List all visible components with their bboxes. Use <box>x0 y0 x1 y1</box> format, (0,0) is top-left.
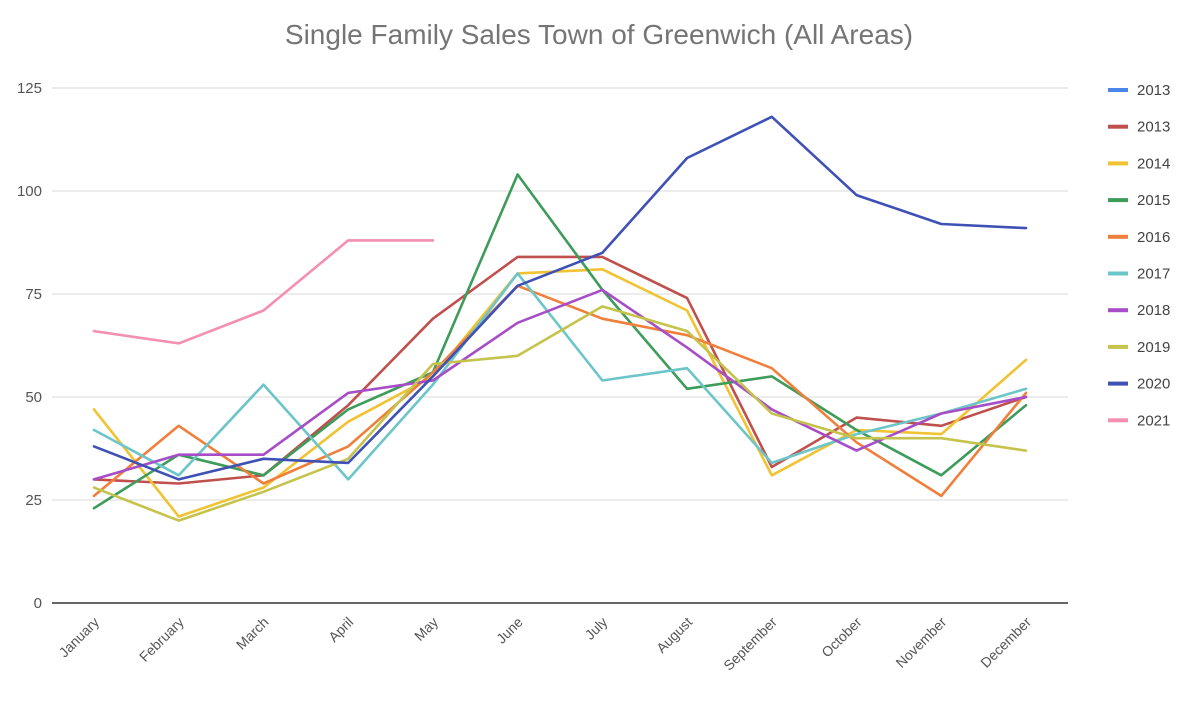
y-tick-label: 25 <box>25 492 42 509</box>
legend-label: 2021 <box>1137 412 1170 429</box>
series-line-2013-1 <box>92 255 1028 485</box>
y-tick-label: 75 <box>25 286 42 303</box>
gridlines <box>52 87 1068 604</box>
legend-label: 2015 <box>1137 192 1170 209</box>
legend-swatch <box>1108 271 1128 276</box>
series-lines <box>92 115 1028 522</box>
series-line-2017-5 <box>92 272 1028 481</box>
x-tick-label: October <box>818 614 865 661</box>
series-line-2020-8 <box>92 115 1028 481</box>
y-tick-label: 100 <box>17 183 42 200</box>
series-line-2018-6 <box>92 288 1028 481</box>
x-tick-label: February <box>136 614 187 665</box>
series-line-2015-3 <box>92 173 1028 510</box>
legend-label: 2016 <box>1137 229 1170 246</box>
legend-swatch <box>1108 418 1128 423</box>
x-tick-label: July <box>582 614 611 643</box>
chart-title: Single Family Sales Town of Greenwich (A… <box>285 19 913 50</box>
x-axis-ticks: January February March April May June July Augu… <box>56 614 1035 674</box>
legend-label: 2020 <box>1137 376 1170 393</box>
legend-swatch <box>1108 344 1128 349</box>
x-tick-label: May <box>411 614 441 644</box>
series-line-2019-7 <box>92 305 1028 522</box>
legend-swatch <box>1108 198 1128 203</box>
legend-label: 2018 <box>1137 302 1170 319</box>
x-tick-label: April <box>325 614 356 645</box>
legend-label: 2013 <box>1137 82 1170 99</box>
legend-swatch <box>1108 124 1128 129</box>
y-tick-label: 50 <box>25 389 42 406</box>
y-tick-label: 0 <box>34 595 42 612</box>
legend-swatch <box>1108 161 1128 166</box>
legend-swatch <box>1108 234 1128 239</box>
x-tick-label: August <box>653 614 695 656</box>
legend-swatch <box>1108 381 1128 386</box>
x-tick-label: September <box>720 614 780 674</box>
y-axis-ticks: 0 25 50 75 100 125 <box>17 80 42 612</box>
legend-label: 2014 <box>1137 155 1170 172</box>
legend-swatch <box>1108 88 1128 92</box>
x-tick-label: June <box>493 614 526 647</box>
series-line-2016-4 <box>92 284 1028 498</box>
x-tick-label: November <box>892 614 949 671</box>
legend-swatch <box>1108 308 1128 313</box>
legend-label: 2013 <box>1137 119 1170 136</box>
series-line-2021-9 <box>92 239 435 345</box>
x-tick-label: December <box>977 614 1034 671</box>
x-tick-label: January <box>56 614 103 661</box>
legend-label: 2019 <box>1137 339 1170 356</box>
legend-label: 2017 <box>1137 266 1170 283</box>
y-tick-label: 125 <box>17 80 42 97</box>
legend: 2013 2013 2014 2015 2016 2017 2018 2019 2020 2021 <box>1108 82 1170 429</box>
x-tick-label: March <box>233 614 272 653</box>
